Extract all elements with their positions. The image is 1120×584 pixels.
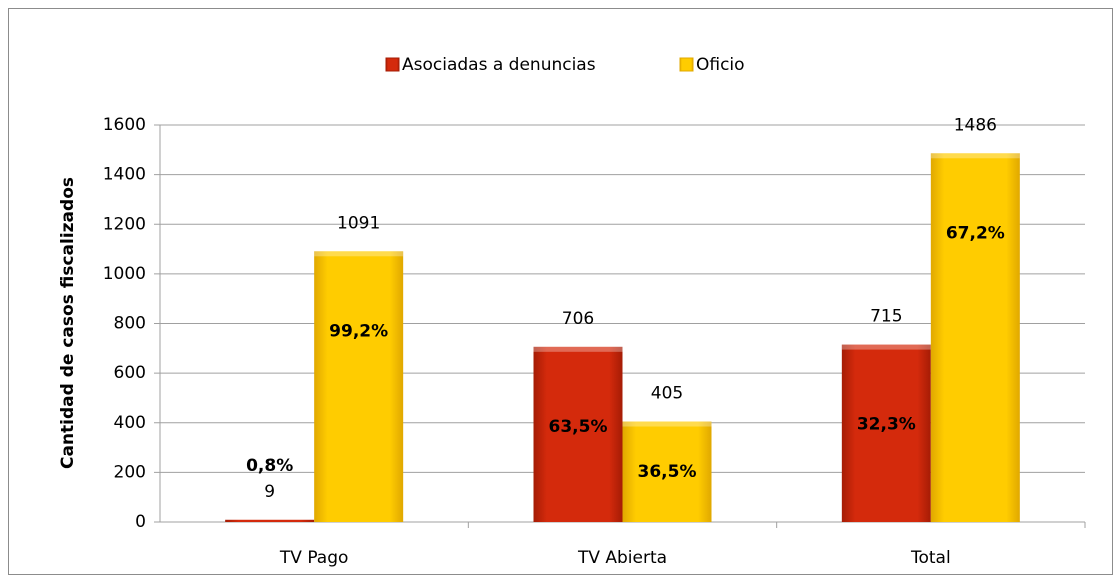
legend-label: Asociadas a denuncias [402, 55, 596, 75]
legend-swatch [385, 57, 400, 72]
y-tick-label: 400 [114, 413, 146, 433]
bar [533, 346, 623, 522]
legend-label: Oficio [696, 55, 745, 75]
share-label: 0,8% [246, 456, 293, 476]
y-tick-label: 200 [114, 462, 146, 482]
bar-bevel [841, 344, 931, 350]
x-tick-label: TV Pago [279, 548, 349, 568]
bar-bevel [314, 251, 404, 257]
value-label: 9 [264, 482, 275, 502]
value-label: 405 [651, 384, 683, 404]
y-tick-label: 800 [114, 314, 146, 334]
value-label: 1091 [337, 213, 380, 233]
y-axis-title: Cantidad de casos fiscalizados [58, 177, 78, 469]
y-tick-label: 1200 [103, 214, 146, 234]
bar-bevel [622, 421, 712, 427]
value-label: 706 [562, 309, 594, 329]
y-tick-label: 600 [114, 363, 146, 383]
bar [225, 519, 315, 522]
value-label: 1486 [954, 115, 997, 135]
bar [314, 251, 404, 522]
bar [930, 153, 1020, 522]
y-tick-label: 0 [135, 512, 146, 532]
y-tick-label: 1600 [103, 115, 146, 135]
bar-bevel [930, 153, 1020, 159]
y-tick-label: 1400 [103, 165, 146, 185]
value-label: 715 [870, 307, 902, 327]
share-label: 36,5% [638, 462, 697, 482]
bar-bevel [533, 346, 623, 352]
x-tick-label: TV Abierta [577, 548, 667, 568]
share-label: 32,3% [857, 415, 916, 435]
x-tick-label: Total [910, 548, 951, 568]
share-label: 99,2% [329, 321, 388, 341]
bar [622, 421, 712, 522]
y-tick-label: 1000 [103, 264, 146, 284]
legend-swatch [679, 57, 694, 72]
share-label: 63,5% [549, 417, 608, 437]
bar [841, 344, 931, 522]
share-label: 67,2% [946, 223, 1005, 243]
